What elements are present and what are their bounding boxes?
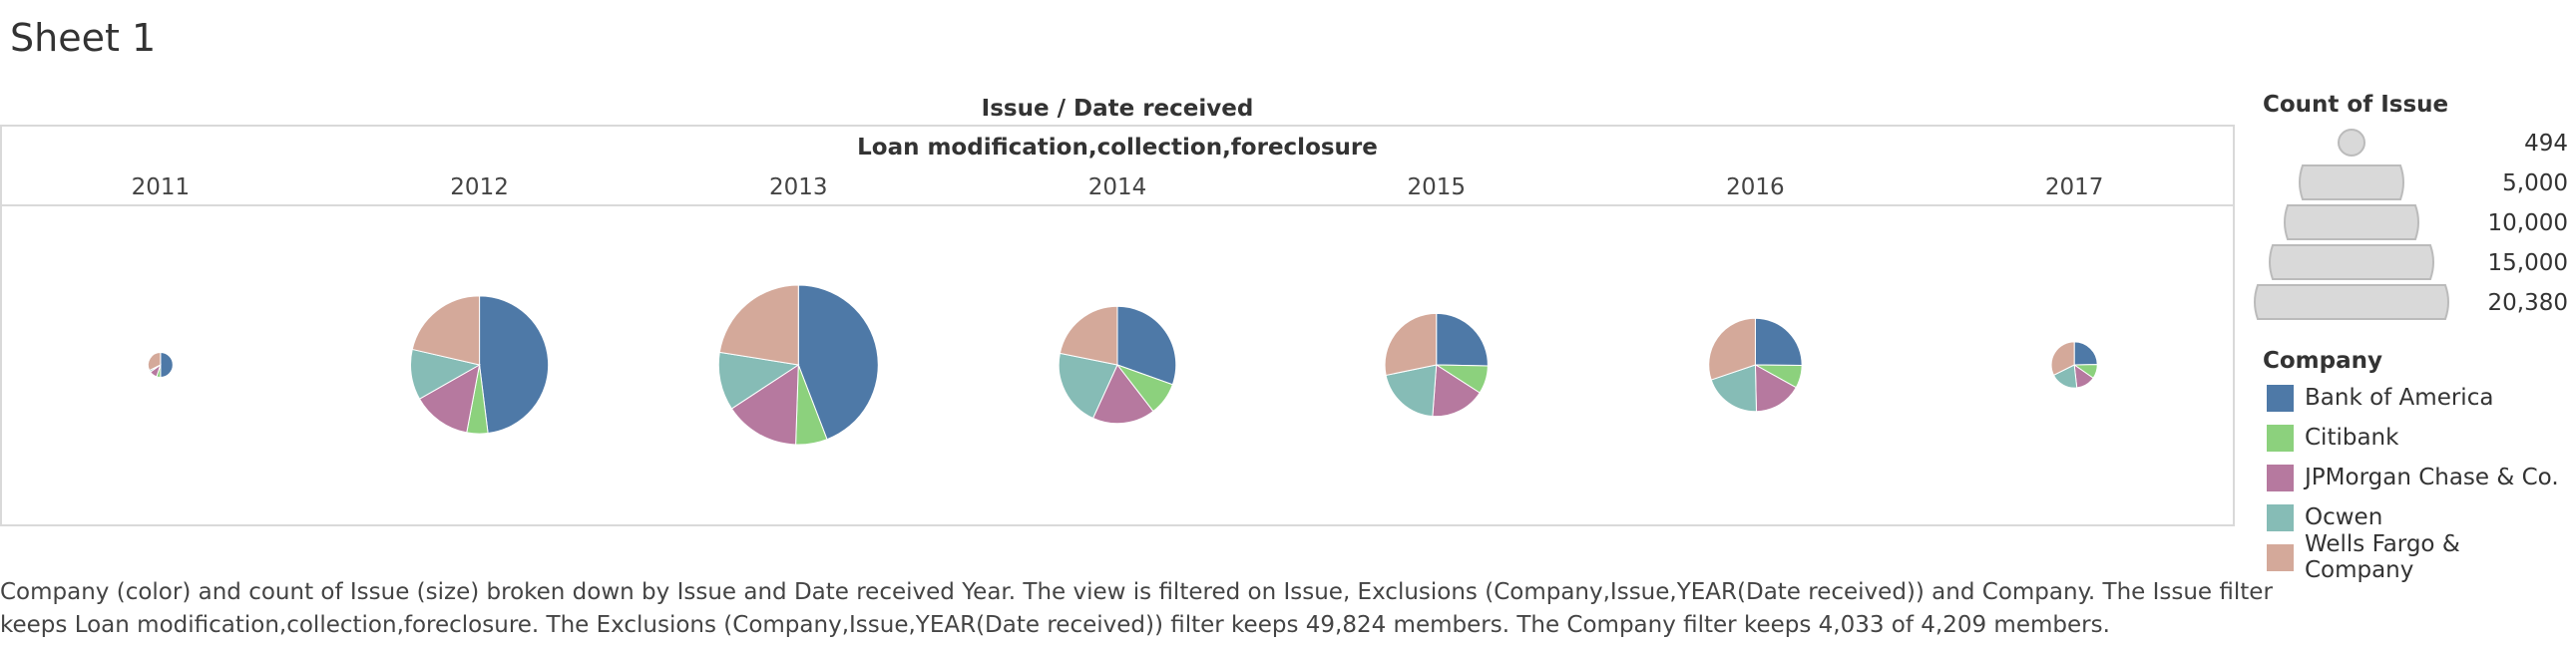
size-legend-title: Count of Issue — [2263, 92, 2449, 118]
size-legend-shape-2 — [2284, 204, 2419, 240]
pie-slice-2013-bank-of-america[interactable] — [797, 284, 879, 441]
size-legend-label-0: 494 — [2524, 131, 2568, 157]
pie-slice-2017-wells-fargo-company[interactable] — [2050, 341, 2075, 376]
size-legend-label-4: 20,380 — [2488, 290, 2568, 316]
pie-slice-2012-wells-fargo-company[interactable] — [411, 295, 481, 366]
size-legend-label-2: 10,000 — [2488, 210, 2568, 236]
color-swatch — [2267, 543, 2294, 571]
color-legend-item-wells-fargo-company[interactable]: Wells Fargo & Company — [2267, 531, 2576, 583]
year-label-2015: 2015 — [1407, 174, 1466, 200]
color-legend-label: Citibank — [2305, 425, 2399, 451]
pie-slice-2011-bank-of-america[interactable] — [160, 352, 174, 378]
pie-2017[interactable] — [2050, 341, 2098, 389]
size-legend-shape-3 — [2269, 244, 2434, 280]
year-label-2011: 2011 — [132, 174, 191, 200]
color-legend-title: Company — [2263, 348, 2382, 374]
pie-2015[interactable] — [1384, 312, 1489, 418]
year-label-2014: 2014 — [1088, 174, 1147, 200]
pie-slice-2013-wells-fargo-company[interactable] — [718, 284, 799, 366]
size-legend-label-3: 15,000 — [2488, 250, 2568, 276]
pie-slice-2016-jpmorgan-chase-co-[interactable] — [1754, 364, 1797, 413]
color-swatch — [2267, 384, 2294, 412]
sheet-title: Sheet 1 — [10, 16, 157, 60]
color-legend-label: Ocwen — [2305, 504, 2383, 530]
pie-slice-2014-wells-fargo-company[interactable] — [1059, 305, 1118, 366]
caption-line-1: Company (color) and count of Issue (size… — [0, 579, 2273, 605]
pie-slice-2013-jpmorgan-chase-co-[interactable] — [730, 364, 799, 446]
color-legend-label: Bank of America — [2305, 385, 2494, 411]
pie-2011[interactable] — [147, 352, 174, 378]
pie-slice-2015-wells-fargo-company[interactable] — [1384, 312, 1438, 377]
year-label-2016: 2016 — [1726, 174, 1785, 200]
color-swatch — [2267, 464, 2294, 491]
year-label-2012: 2012 — [450, 174, 509, 200]
color-swatch — [2267, 424, 2294, 452]
pie-slice-2014-ocwen[interactable] — [1058, 352, 1118, 420]
color-legend-item-ocwen[interactable]: Ocwen — [2267, 502, 2382, 532]
size-legend-shape-0 — [2338, 129, 2365, 157]
caption: Company (color) and count of Issue (size… — [0, 576, 2273, 642]
pie-slice-2015-jpmorgan-chase-co-[interactable] — [1432, 364, 1481, 418]
size-legend-shape-4 — [2254, 284, 2449, 320]
size-legend-shape-1 — [2299, 164, 2404, 200]
issue-label: Loan modification,collection,foreclosure — [857, 135, 1378, 161]
color-legend-item-jpmorgan-chase-co-[interactable]: JPMorgan Chase & Co. — [2267, 463, 2559, 492]
pie-2013[interactable] — [717, 284, 879, 446]
size-legend-label-1: 5,000 — [2502, 170, 2568, 196]
color-legend-label: Wells Fargo & Company — [2304, 531, 2460, 583]
year-label-2013: 2013 — [769, 174, 828, 200]
pie-slice-2012-jpmorgan-chase-co-[interactable] — [418, 364, 481, 434]
color-swatch — [2267, 503, 2294, 531]
pie-slice-2012-bank-of-america[interactable] — [479, 295, 550, 435]
color-legend-label: JPMorgan Chase & Co. — [2305, 465, 2559, 490]
pie-slice-2016-wells-fargo-company[interactable] — [1708, 317, 1756, 381]
pie-2016[interactable] — [1708, 317, 1803, 413]
color-legend-item-citibank[interactable]: Citibank — [2267, 423, 2398, 453]
color-legend-item-bank-of-america[interactable]: Bank of America — [2267, 383, 2493, 413]
pie-slice-2011-wells-fargo-company[interactable] — [147, 352, 162, 372]
pie-2012[interactable] — [410, 295, 550, 435]
pie-slice-2014-jpmorgan-chase-co-[interactable] — [1091, 364, 1154, 425]
pane-border — [0, 125, 2235, 526]
pie-slice-2015-ocwen[interactable] — [1385, 364, 1438, 418]
caption-line-2: keeps Loan modification,collection,forec… — [0, 612, 2110, 638]
pie-slice-2014-bank-of-america[interactable] — [1116, 305, 1177, 386]
pie-slice-2017-bank-of-america[interactable] — [2073, 341, 2098, 366]
pie-slice-2016-bank-of-america[interactable] — [1754, 317, 1803, 367]
year-label-2017: 2017 — [2045, 174, 2104, 200]
pie-slice-2015-bank-of-america[interactable] — [1436, 312, 1489, 367]
pie-2014[interactable] — [1058, 305, 1177, 425]
chart-header-title: Issue / Date received — [982, 96, 1254, 122]
